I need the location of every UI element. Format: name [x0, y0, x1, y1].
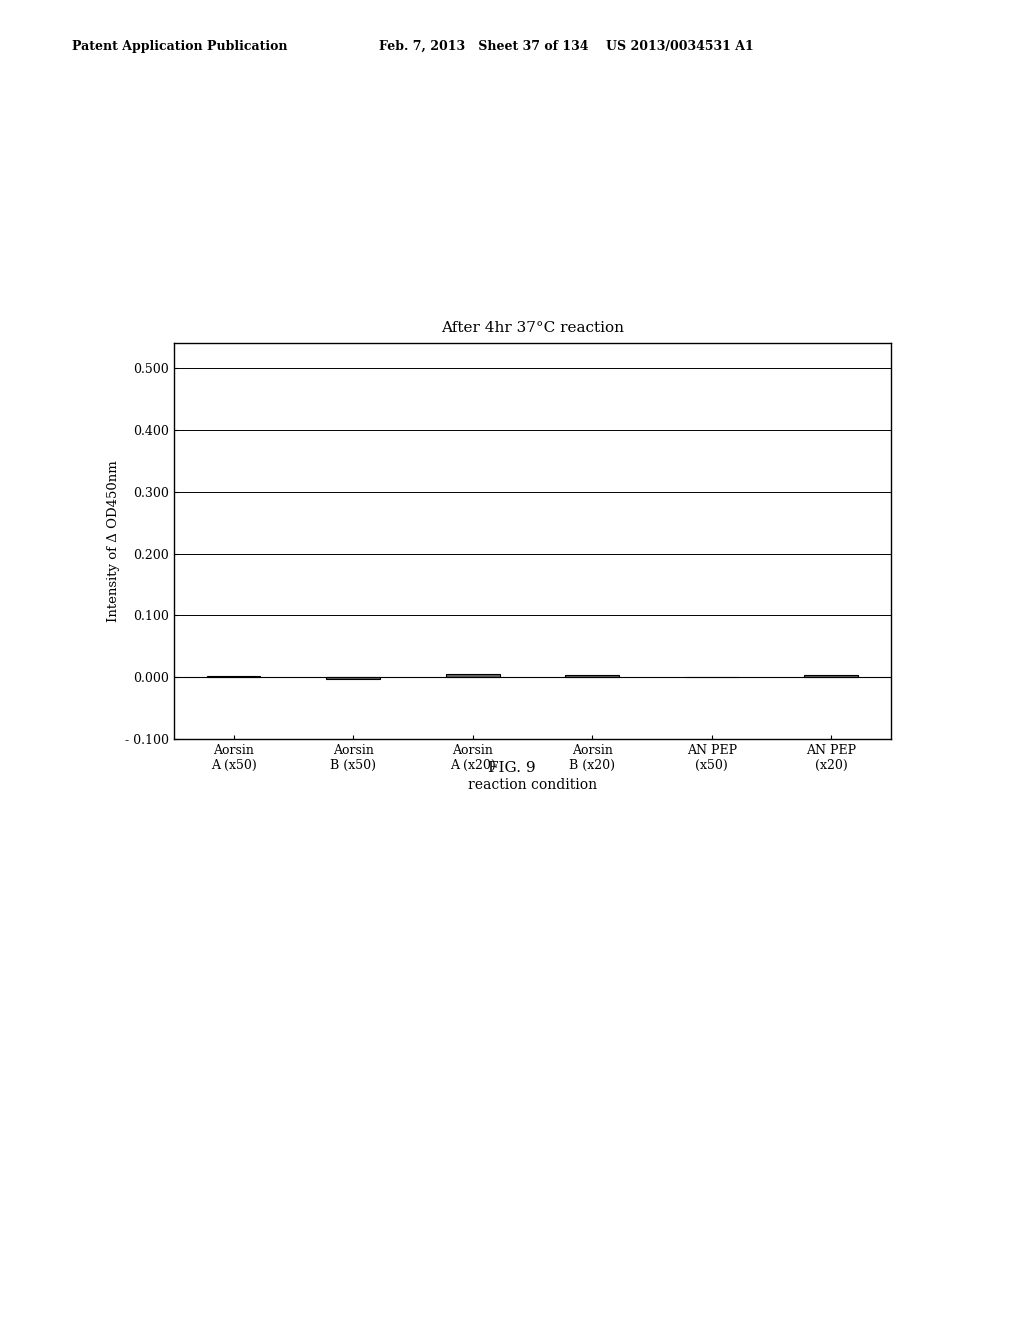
Bar: [445, 675, 500, 677]
Y-axis label: Intensity of Δ OD450nm: Intensity of Δ OD450nm: [106, 461, 120, 622]
Bar: [327, 677, 380, 680]
Bar: [805, 676, 858, 677]
Text: Patent Application Publication: Patent Application Publication: [72, 40, 287, 53]
Title: After 4hr 37°C reaction: After 4hr 37°C reaction: [441, 321, 624, 335]
Bar: [565, 676, 620, 677]
Text: FIG. 9: FIG. 9: [488, 762, 536, 775]
X-axis label: reaction condition: reaction condition: [468, 777, 597, 792]
Text: Feb. 7, 2013   Sheet 37 of 134    US 2013/0034531 A1: Feb. 7, 2013 Sheet 37 of 134 US 2013/003…: [379, 40, 754, 53]
